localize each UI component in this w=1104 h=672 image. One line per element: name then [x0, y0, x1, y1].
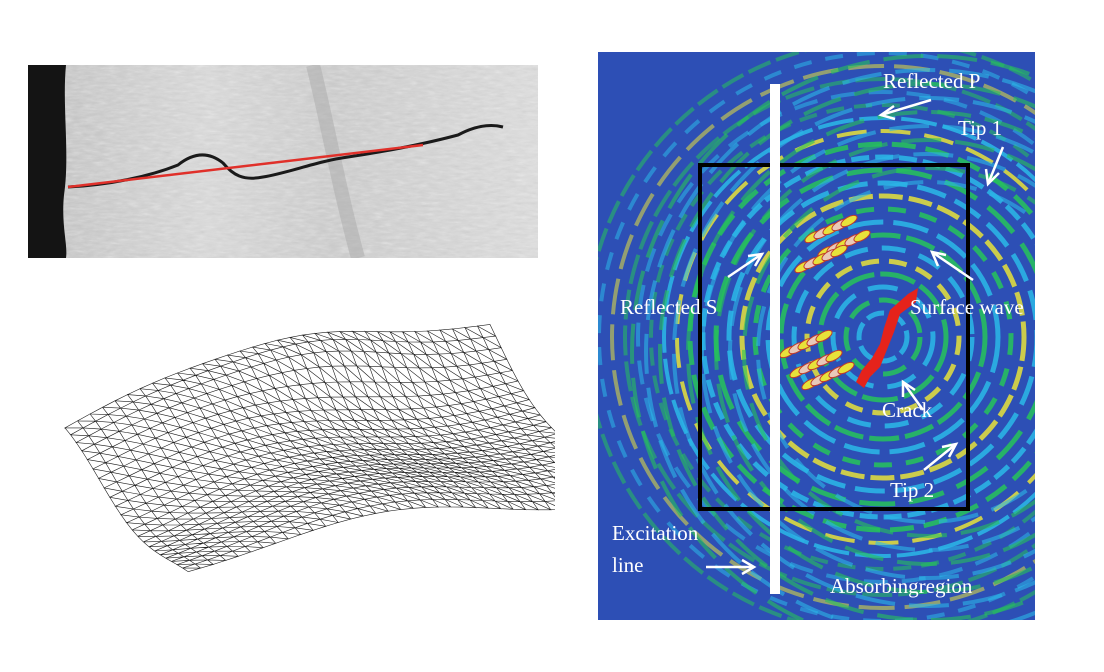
wave-packet — [815, 329, 833, 343]
wave-packet — [840, 214, 858, 228]
wavefront-ring — [739, 193, 1027, 481]
label-reflected-s: Reflected S — [620, 295, 717, 319]
wave-packet — [830, 244, 848, 258]
mesh-wireframe — [63, 324, 555, 573]
wavefront-ring — [636, 90, 1035, 584]
mesh-surface — [55, 300, 555, 630]
fitted-red-line — [67, 143, 424, 189]
reflected-arc — [630, 54, 1035, 620]
wavefront-ring — [610, 64, 1035, 610]
label-reflected-p: Reflected P — [883, 69, 980, 93]
wavefront-ring — [623, 77, 1035, 597]
label-surface-wave: Surface wave — [910, 295, 1024, 319]
wavefront-ring — [856, 310, 910, 364]
dark-edge — [28, 65, 67, 258]
wavefront-ring — [752, 206, 1014, 468]
wavefront-ring — [791, 245, 975, 429]
reflected-arc — [714, 138, 1035, 566]
wavefront-ring — [830, 284, 936, 390]
wavefront-ring — [765, 219, 1001, 455]
reflected-arc — [742, 166, 1035, 538]
wave-packet — [837, 361, 855, 375]
label-excitation: Excitation — [612, 521, 699, 545]
crack-trace — [67, 123, 504, 189]
crack-micrograph — [28, 65, 538, 258]
wavefront-ring — [843, 297, 923, 377]
label-tip1: Tip 1 — [958, 116, 1002, 140]
label-tip2: Tip 2 — [890, 478, 934, 502]
reflected-arc — [728, 152, 1035, 552]
wave-packet — [825, 349, 843, 363]
label-absorbing-region: Absorbingregion — [830, 574, 973, 598]
reflected-arc — [672, 96, 1035, 608]
reflected-arc — [644, 68, 1035, 620]
wavefront-ring — [804, 258, 962, 416]
computation-box — [698, 163, 970, 511]
wavefront-ring — [649, 103, 1035, 571]
label-line: line — [612, 553, 644, 577]
wavefront-ring — [778, 232, 988, 442]
wave-packet — [853, 229, 871, 243]
label-crack: Crack — [882, 398, 933, 422]
annotation-arrows — [706, 98, 1005, 576]
wavefront-ring — [726, 180, 1035, 494]
excitation-line — [770, 84, 780, 594]
crack-shape — [856, 288, 918, 388]
wavefield-simulation: Reflected P Tip 1 Reflected S Surface wa… — [598, 52, 1035, 620]
reflected-arc — [658, 82, 1035, 620]
